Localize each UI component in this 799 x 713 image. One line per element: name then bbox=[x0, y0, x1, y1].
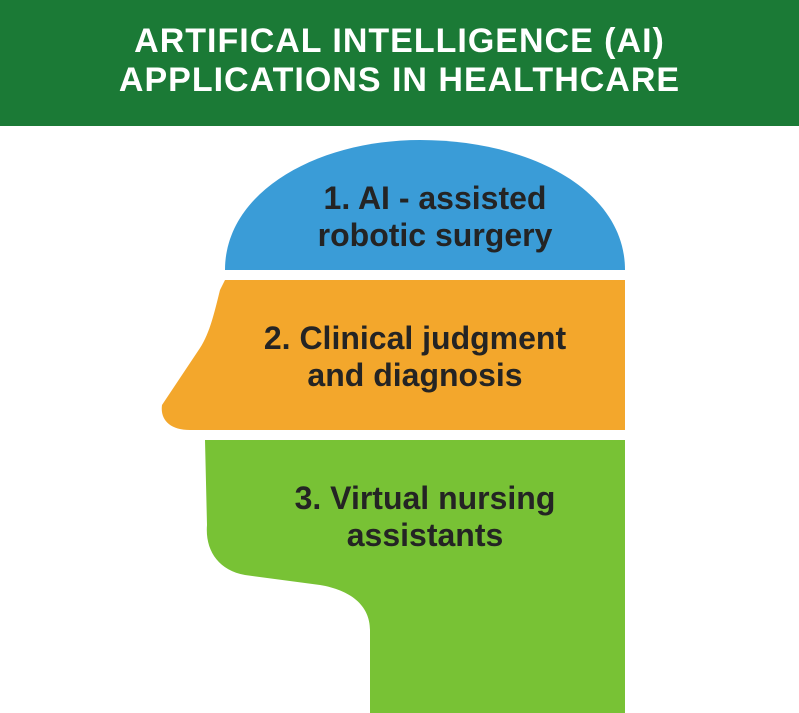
segment-label-1: 1. AI - assisted robotic surgery bbox=[235, 180, 635, 254]
segment-2-line-1: 2. Clinical judgment bbox=[264, 320, 566, 356]
segment-2-line-2: and diagnosis bbox=[307, 357, 522, 393]
header-bar: ARTIFICAL INTELLIGENCE (AI) APPLICATIONS… bbox=[0, 0, 799, 126]
title-line-2: APPLICATIONS IN HEALTHCARE bbox=[119, 61, 680, 99]
segment-1-line-2: robotic surgery bbox=[318, 217, 553, 253]
page-title: ARTIFICAL INTELLIGENCE (AI) APPLICATIONS… bbox=[10, 22, 789, 100]
segment-label-2: 2. Clinical judgment and diagnosis bbox=[215, 320, 615, 394]
segment-3-line-2: assistants bbox=[347, 517, 504, 553]
head-diagram: 1. AI - assisted robotic surgery 2. Clin… bbox=[0, 130, 799, 713]
segment-1-line-1: 1. AI - assisted bbox=[324, 180, 547, 216]
title-line-1: ARTIFICAL INTELLIGENCE (AI) bbox=[134, 22, 665, 60]
segment-3-line-1: 3. Virtual nursing bbox=[295, 480, 556, 516]
segment-label-3: 3. Virtual nursing assistants bbox=[225, 480, 625, 554]
